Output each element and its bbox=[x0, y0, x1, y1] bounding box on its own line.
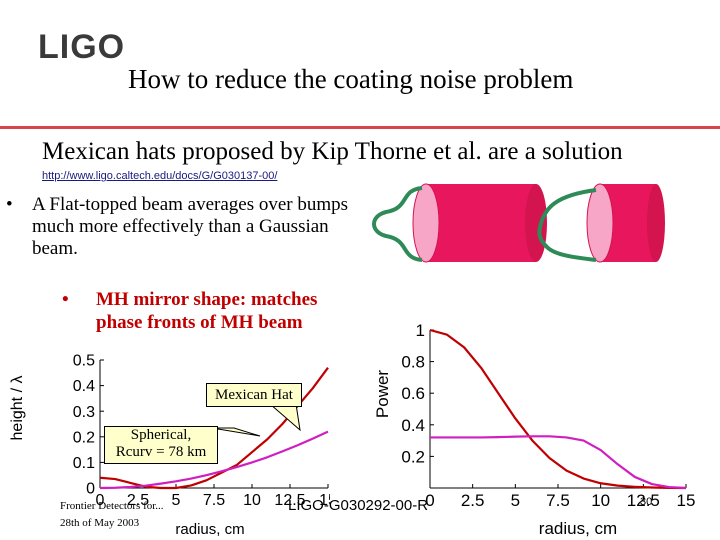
bullet-text: MH mirror shape: matches phase fronts of… bbox=[96, 289, 318, 333]
x-tick-label: 12.5 bbox=[274, 492, 305, 509]
mirror-illustration bbox=[372, 183, 665, 263]
slide-title: How to reduce the coating noise problem bbox=[128, 64, 574, 94]
x-tick-label: 15 bbox=[319, 492, 330, 509]
footer-event: Frontier Detectors for... 28th of May 20… bbox=[60, 498, 164, 532]
y-axis-label: Power bbox=[373, 370, 392, 419]
series-line-2 bbox=[430, 435, 687, 490]
spherical-callout: Spherical, Rcurv = 78 km bbox=[104, 426, 218, 464]
gaussian-mirror bbox=[586, 183, 665, 263]
y-tick-label: 0.1 bbox=[73, 455, 95, 472]
x-tick-label: 2.5 bbox=[127, 492, 149, 509]
flat-top-beam-profile bbox=[372, 186, 423, 262]
flat-top-mirror bbox=[412, 183, 547, 263]
title-divider bbox=[0, 126, 720, 129]
y-tick-label: 0.2 bbox=[73, 429, 95, 446]
x-tick-label: 7.5 bbox=[546, 491, 570, 510]
y-tick-label: 0.3 bbox=[73, 404, 95, 421]
page-number: 30 bbox=[640, 496, 653, 508]
bullet-marker: • bbox=[62, 289, 69, 310]
y-tick-label: 1 bbox=[416, 321, 425, 340]
ligo-logo: LIGO bbox=[38, 28, 125, 67]
series-line-2 bbox=[99, 430, 329, 490]
x-tick-label: 5 bbox=[172, 492, 181, 509]
x-tick-label: 12.5 bbox=[627, 491, 660, 510]
x-tick-label: 5 bbox=[511, 491, 520, 510]
mexican-hat-callout: Mexican Hat bbox=[206, 383, 302, 407]
footer-event-line1: Frontier Detectors for... bbox=[60, 500, 164, 512]
y-tick-label: 0.4 bbox=[401, 416, 425, 435]
callout-text-line1: Spherical, bbox=[130, 427, 192, 443]
y-tick-label: 0 bbox=[86, 481, 95, 498]
footer-event-line2: 28th of May 2003 bbox=[60, 517, 140, 529]
reference-link[interactable]: http://www.ligo.caltech.edu/docs/G/G0301… bbox=[42, 170, 278, 182]
x-axis-label: radius, cm bbox=[175, 521, 244, 538]
footer-document-id: LIGO-G030292-00-R bbox=[288, 497, 429, 514]
x-tick-label: 0 bbox=[425, 491, 434, 510]
x-tick-label: 7.5 bbox=[203, 492, 225, 509]
y-tick-label: 0.6 bbox=[401, 384, 425, 403]
y-tick-label: 0.5 bbox=[73, 353, 95, 370]
callout-text: Mexican Hat bbox=[215, 387, 293, 403]
y-axis-label: height / λ bbox=[9, 376, 26, 441]
bullet-text: A Flat-topped beam averages over bumps m… bbox=[32, 194, 349, 259]
x-tick-label: 10 bbox=[243, 492, 261, 509]
x-tick-label: 15 bbox=[677, 491, 696, 510]
y-tick-label: 0.8 bbox=[401, 353, 425, 372]
x-tick-label: 0 bbox=[96, 492, 105, 509]
callout-text-line2: Rcurv = 78 km bbox=[115, 444, 207, 460]
logo-text: LIGO bbox=[38, 28, 126, 66]
mirror-shape-chart: 0 2.5 5 7.5 10 12.5 15 0 0.1 0.2 0.3 0.4 0.5 height … bbox=[9, 353, 330, 538]
bullet-marker: • bbox=[6, 194, 13, 215]
x-axis-label: radius, cm bbox=[539, 519, 617, 538]
gaussian-beam-profile bbox=[537, 188, 597, 262]
y-tick-label: 0.4 bbox=[73, 378, 95, 395]
slide-subtitle: Mexican hats proposed by Kip Thorne et a… bbox=[42, 138, 623, 165]
x-tick-label: 10 bbox=[591, 491, 610, 510]
power-profile-chart: 0 2.5 5 7.5 10 12.5 15 0.2 0.4 0.6 0.8 1 Power radi… bbox=[373, 321, 696, 538]
x-tick-label: 2.5 bbox=[461, 491, 485, 510]
y-tick-label: 0.2 bbox=[401, 447, 425, 466]
series-line-1 bbox=[429, 328, 687, 490]
